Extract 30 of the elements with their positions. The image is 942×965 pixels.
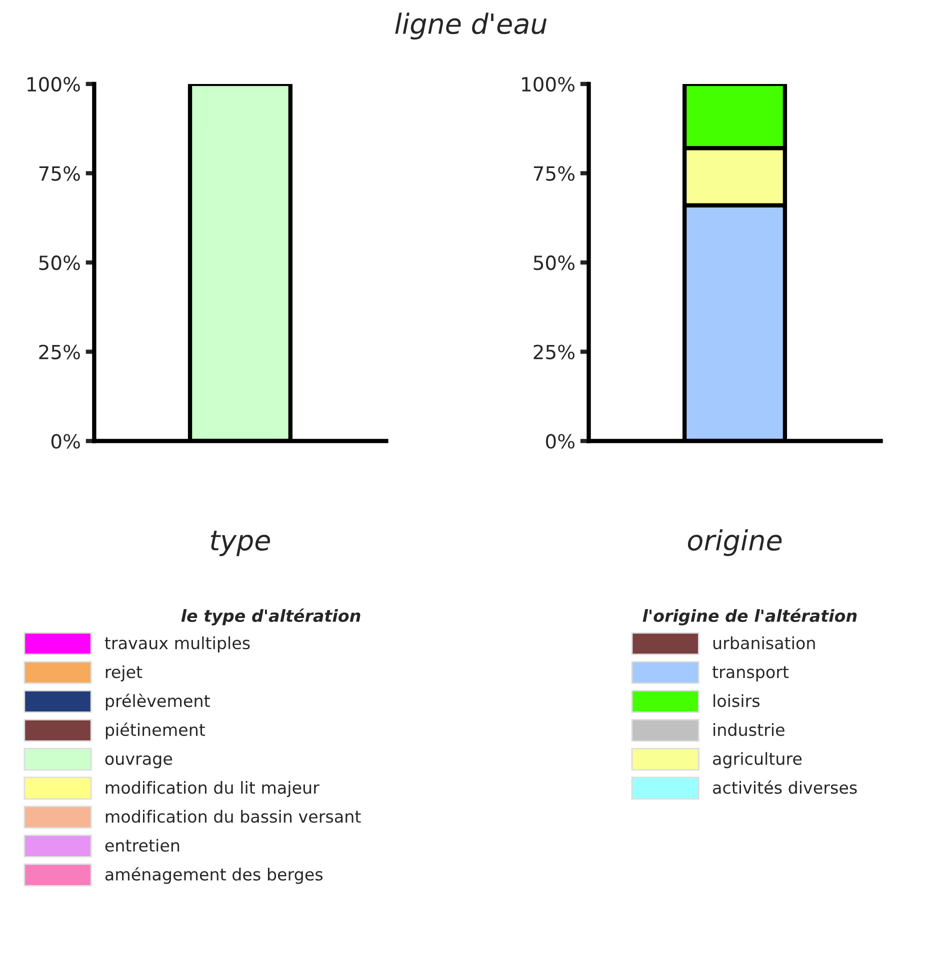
legend-label: transport bbox=[712, 666, 789, 682]
legend-label: loisirs bbox=[714, 694, 760, 708]
y-tick-label: 100% bbox=[522, 76, 574, 92]
y-tick-label: 0% bbox=[546, 434, 574, 449]
y-tick-label: 50% bbox=[534, 255, 574, 270]
legend-label: rejet bbox=[106, 665, 142, 682]
y-tick-label: 25% bbox=[39, 344, 80, 360]
legend-label: prélèvement bbox=[106, 694, 210, 710]
legend-label: ouvrage bbox=[105, 755, 172, 768]
legend-label: urbanisation bbox=[713, 636, 815, 650]
y-tick-label: 50% bbox=[39, 255, 80, 270]
legend-label: agriculture bbox=[713, 752, 802, 768]
legend-label: entretien bbox=[105, 838, 180, 852]
text: ligne d'eau bbox=[395, 12, 547, 40]
x-axis-title: origine bbox=[688, 529, 782, 556]
y-tick-label: 75% bbox=[534, 166, 574, 181]
y-tick-label: 100% bbox=[28, 76, 80, 92]
legend-label: aménagement des berges bbox=[105, 867, 323, 884]
legend-label: modification du bassin versant bbox=[106, 810, 361, 823]
legend-label: modification du lit majeur bbox=[106, 780, 320, 798]
y-tick-label: 75% bbox=[39, 166, 80, 181]
y-tick-label: 0% bbox=[51, 434, 80, 449]
legend-label: activités diverses bbox=[713, 780, 857, 794]
legend-label: travaux multiples bbox=[104, 636, 250, 653]
x-axis-title: type bbox=[210, 530, 270, 556]
legend-title: l'origine de l'altération bbox=[642, 608, 857, 626]
legend-label: industrie bbox=[714, 723, 784, 736]
y-tick-label: 25% bbox=[534, 344, 574, 360]
legend-title: le type d'altération bbox=[181, 608, 360, 626]
legend-label: piétinement bbox=[106, 722, 206, 740]
